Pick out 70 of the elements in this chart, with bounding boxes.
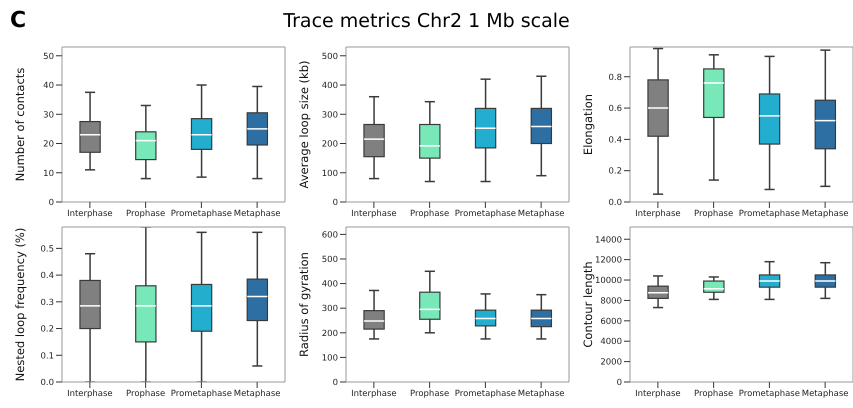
y-tick-label: 500	[322, 255, 338, 265]
x-tick-label: Prophase	[410, 209, 450, 220]
y-tick-label: 0.1	[40, 351, 54, 362]
y-axis-title: Nested loop frequency (%)	[13, 228, 28, 382]
x-tick-label: Interphase	[635, 209, 681, 220]
x-tick-label: Prometaphase	[170, 389, 232, 400]
x-tick-label: Interphase	[351, 389, 397, 400]
y-tick-label: 300	[322, 304, 338, 314]
y-tick-label: 500	[322, 52, 338, 62]
x-tick-label: Metaphase	[802, 209, 849, 220]
y-tick-label: 0	[332, 378, 338, 388]
chart-title: Trace metrics Chr2 1 Mb scale	[283, 10, 570, 32]
x-tick-label: Prophase	[410, 389, 450, 400]
y-tick-label: 400	[322, 280, 338, 290]
y-tick-label: 300	[322, 110, 338, 120]
y-tick-label: 0.6	[608, 104, 622, 114]
y-tick-label: 10	[43, 168, 54, 179]
y-tick-label: 2000	[600, 358, 622, 368]
y-tick-label: 0.8	[608, 72, 622, 83]
y-tick-label: 200	[322, 140, 338, 150]
y-tick-label: 600	[322, 230, 338, 240]
x-tick-label: Prometaphase	[738, 209, 800, 220]
y-tick-label: 0.2	[608, 166, 622, 177]
y-tick-label: 6000	[600, 316, 622, 327]
x-tick-label: Prophase	[694, 389, 734, 400]
y-tick-label: 0.2	[40, 324, 54, 335]
y-axis-title: Number of contacts	[13, 68, 28, 182]
y-tick-label: 8000	[600, 296, 622, 306]
y-tick-label: 20	[43, 140, 54, 150]
y-axis-title: Elongation	[581, 94, 596, 156]
x-tick-label: Prophase	[126, 389, 166, 400]
x-tick-label: Interphase	[67, 209, 113, 220]
x-tick-label: Prometaphase	[170, 209, 232, 220]
x-tick-label: Prometaphase	[738, 389, 800, 400]
y-tick-label: 200	[322, 328, 338, 339]
y-axis-title: Radius of gyration	[297, 252, 312, 357]
y-tick-label: 0.4	[608, 135, 622, 146]
x-tick-label: Metaphase	[518, 209, 565, 220]
y-tick-label: 30	[43, 110, 54, 120]
x-tick-label: Metaphase	[234, 209, 281, 220]
x-tick-label: Metaphase	[802, 389, 849, 400]
x-tick-label: Metaphase	[234, 389, 281, 400]
y-tick-label: 14000	[594, 235, 622, 246]
y-tick-label: 0.5	[40, 244, 54, 254]
y-tick-label: 100	[322, 353, 338, 364]
y-tick-label: 4000	[600, 337, 622, 348]
y-axis-title: Average loop size (kb)	[297, 60, 312, 188]
y-tick-label: 0.0	[40, 378, 54, 388]
y-tick-label: 400	[322, 81, 338, 92]
y-tick-label: 100	[322, 168, 338, 179]
x-tick-label: Interphase	[67, 389, 113, 400]
y-tick-label: 10000	[594, 276, 622, 286]
x-tick-label: Prophase	[694, 209, 734, 220]
y-tick-label: 40	[43, 81, 54, 92]
x-tick-label: Interphase	[635, 389, 681, 400]
y-tick-label: 50	[43, 52, 54, 62]
text: C	[10, 8, 26, 33]
y-tick-label: 0	[48, 198, 54, 208]
y-tick-label: 12000	[594, 256, 622, 266]
x-tick-label: Prometaphase	[454, 209, 516, 220]
y-tick-label: 0.4	[40, 271, 54, 282]
x-tick-label: Prometaphase	[454, 389, 516, 400]
x-tick-label: Interphase	[351, 209, 397, 220]
y-tick-label: 0.0	[608, 198, 622, 208]
x-tick-label: Metaphase	[518, 389, 565, 400]
y-tick-label: 0	[616, 378, 622, 388]
x-tick-label: Prophase	[126, 209, 166, 220]
y-tick-label: 0	[332, 198, 338, 208]
y-axis-title: Contour length	[581, 261, 596, 348]
y-tick-label: 0.3	[40, 298, 54, 308]
